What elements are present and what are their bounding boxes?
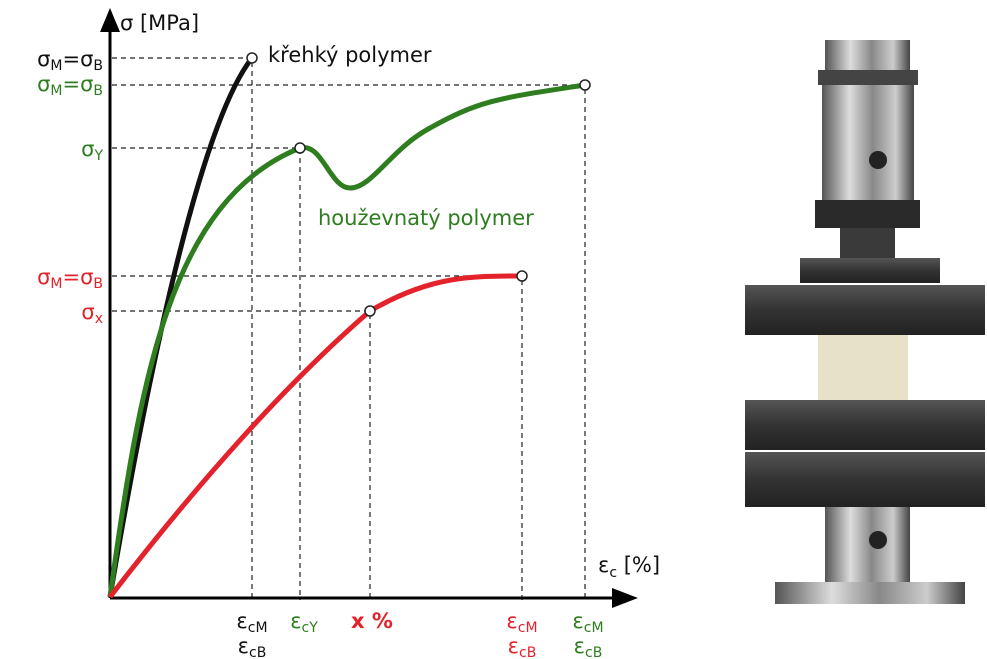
x-label: εcB — [238, 634, 267, 659]
x-label: εcM — [572, 609, 603, 636]
label-part: σ — [81, 300, 94, 324]
label-part: ε — [574, 634, 585, 658]
label-part: c — [609, 565, 617, 581]
y-label: σM=σB — [37, 72, 103, 99]
label-part: cM — [248, 620, 268, 636]
label-part: ε — [598, 553, 609, 577]
y-label: σx — [81, 300, 103, 327]
axes — [100, 8, 638, 608]
label-part: cM — [584, 620, 604, 636]
label-part: ε — [290, 609, 301, 633]
label-part: cB — [519, 645, 536, 659]
label-part: =σ — [62, 265, 93, 289]
label-part: cB — [585, 645, 602, 659]
label-part: ε — [506, 609, 517, 633]
label-part: Y — [93, 148, 103, 164]
x-axis-title: εc [%] — [598, 553, 660, 581]
label-part: x — [95, 311, 103, 327]
label-part: M — [50, 83, 62, 99]
brittle-curve — [107, 56, 254, 598]
label-part: M — [50, 276, 62, 292]
points — [246, 52, 591, 317]
label-part: ε — [238, 634, 249, 658]
label-part: ε — [236, 609, 247, 633]
label-part: σ — [81, 137, 94, 161]
x-label: εcY — [290, 609, 318, 636]
x-label: εcB — [508, 634, 537, 659]
x-label: εcM — [236, 609, 267, 636]
x-label: εcB — [574, 634, 603, 659]
red-curve — [108, 273, 523, 599]
y-label: σM=σB — [37, 265, 103, 292]
label-part: σ — [37, 72, 50, 96]
label-part: M — [50, 58, 62, 74]
label-part: ε — [508, 634, 519, 658]
y-axis-title: σ [MPa] — [120, 11, 199, 35]
tough-curve — [107, 82, 586, 598]
label-part: σ — [37, 265, 50, 289]
x-label: x % — [351, 609, 393, 633]
label-part: cM — [518, 620, 538, 636]
curve-label: křehký polymer — [268, 43, 432, 67]
label-part: ε — [572, 609, 583, 633]
test-fixture-photo — [745, 40, 985, 604]
label-part: =σ — [62, 72, 93, 96]
label-part: σ — [37, 47, 50, 71]
label-part: cY — [302, 620, 319, 636]
label-part: cB — [249, 645, 266, 659]
label-part: =σ — [62, 47, 93, 71]
label-part: B — [93, 276, 103, 292]
label-part: B — [93, 83, 103, 99]
label-part: B — [93, 58, 103, 74]
label-part: [%] — [617, 553, 660, 577]
y-label: σY — [81, 137, 103, 164]
curve-label: houževnatý polymer — [318, 206, 534, 230]
x-label: εcM — [506, 609, 537, 636]
y-label: σM=σB — [37, 47, 103, 74]
